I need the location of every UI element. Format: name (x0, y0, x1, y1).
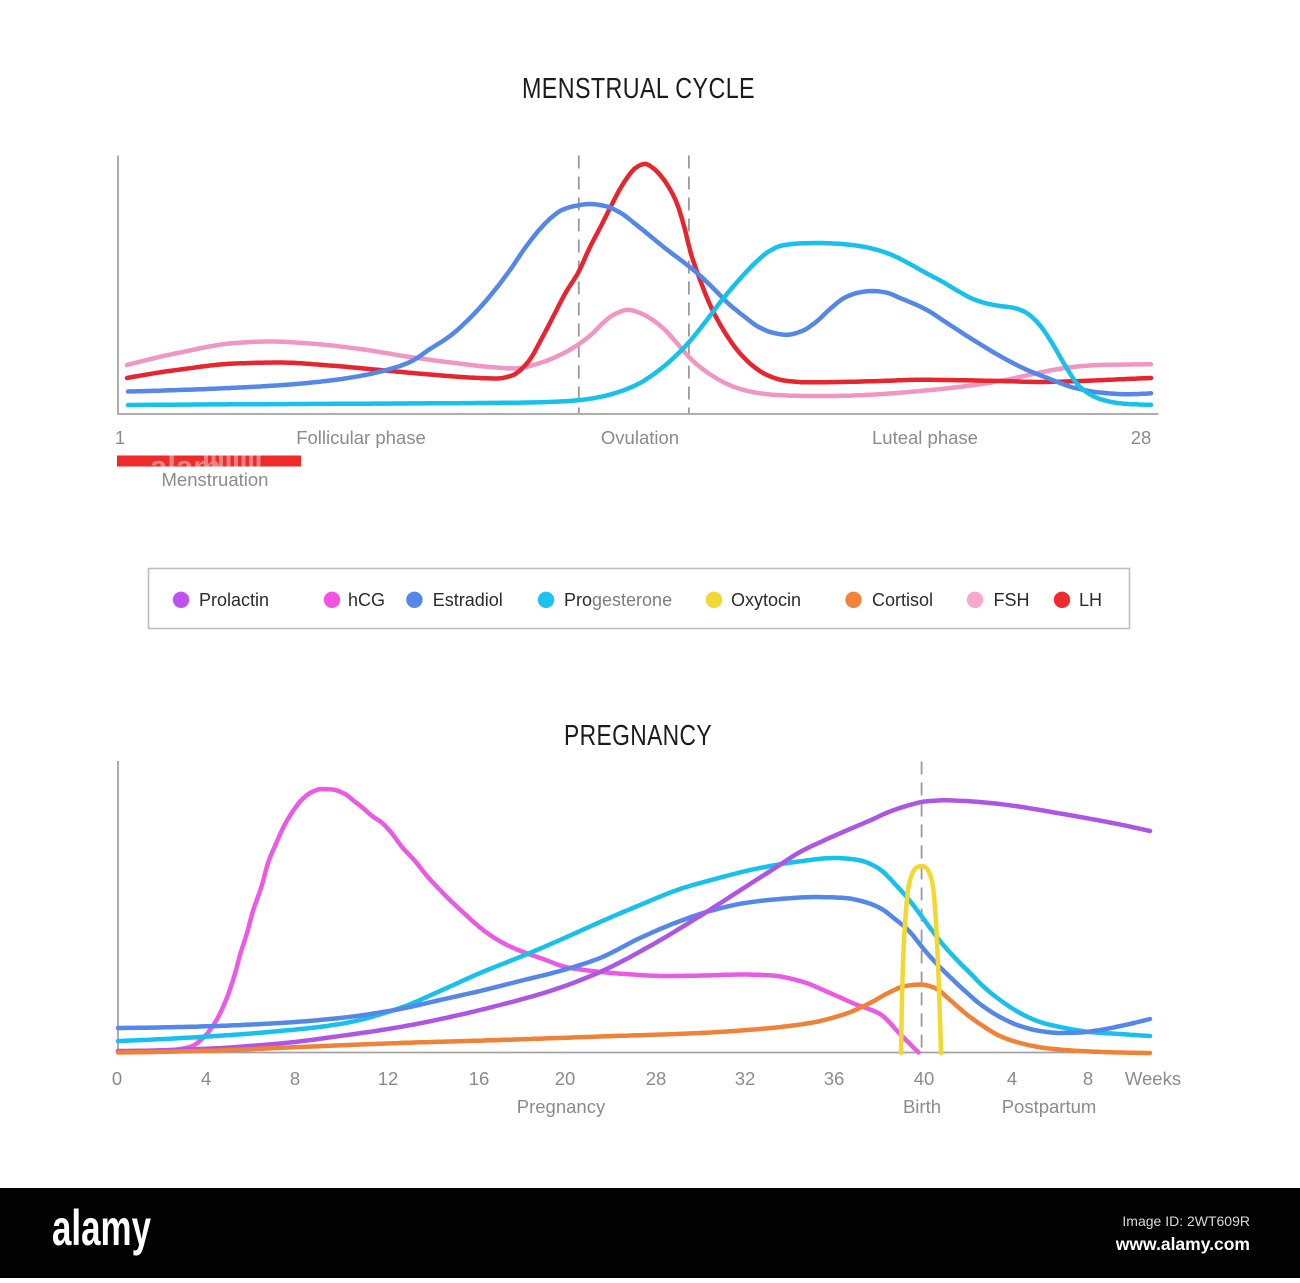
svg-text:Estradiol: Estradiol (433, 590, 503, 610)
svg-text:28: 28 (1131, 427, 1152, 448)
svg-text:0: 0 (112, 1068, 122, 1089)
svg-text:LH: LH (1079, 590, 1102, 610)
svg-text:MENSTRUAL CYCLE: MENSTRUAL CYCLE (522, 73, 755, 105)
svg-text:8: 8 (290, 1068, 300, 1089)
svg-text:4: 4 (1007, 1068, 1017, 1089)
svg-text:hCG: hCG (348, 590, 385, 610)
svg-text:Image ID: 2WT609R: Image ID: 2WT609R (1122, 1213, 1250, 1229)
svg-text:alam: alam (150, 449, 221, 484)
svg-text:Luteal phase: Luteal phase (872, 427, 978, 448)
svg-text:FSH: FSH (994, 590, 1030, 610)
svg-text:20: 20 (555, 1068, 576, 1089)
svg-text:alamy: alamy (52, 1200, 151, 1256)
svg-text:Birth: Birth (903, 1096, 941, 1117)
svg-text:Postpartum: Postpartum (1002, 1096, 1097, 1117)
svg-text:16: 16 (469, 1068, 490, 1089)
svg-text:Cortisol: Cortisol (872, 590, 933, 610)
svg-text:32: 32 (735, 1068, 756, 1089)
svg-text:Menstruation: Menstruation (162, 469, 269, 490)
svg-text:1: 1 (115, 427, 125, 448)
svg-text:Weeks: Weeks (1125, 1068, 1181, 1089)
svg-text:12: 12 (378, 1068, 399, 1089)
svg-text:PREGNANCY: PREGNANCY (564, 720, 712, 752)
svg-text:4: 4 (201, 1068, 211, 1089)
svg-text:Follicular phase: Follicular phase (296, 427, 426, 448)
svg-text:36: 36 (824, 1068, 845, 1089)
svg-text:Prolactin: Prolactin (199, 590, 269, 610)
svg-text:28: 28 (646, 1068, 667, 1089)
svg-text:Oxytocin: Oxytocin (731, 590, 801, 610)
svg-text:Ovulation: Ovulation (601, 427, 679, 448)
svg-text:40: 40 (914, 1068, 935, 1089)
svg-text:www.alamy.com: www.alamy.com (1115, 1234, 1250, 1254)
svg-text:8: 8 (1083, 1068, 1093, 1089)
svg-text:Pregnancy: Pregnancy (517, 1096, 606, 1117)
svg-text:Progesterone: Progesterone (564, 590, 672, 610)
